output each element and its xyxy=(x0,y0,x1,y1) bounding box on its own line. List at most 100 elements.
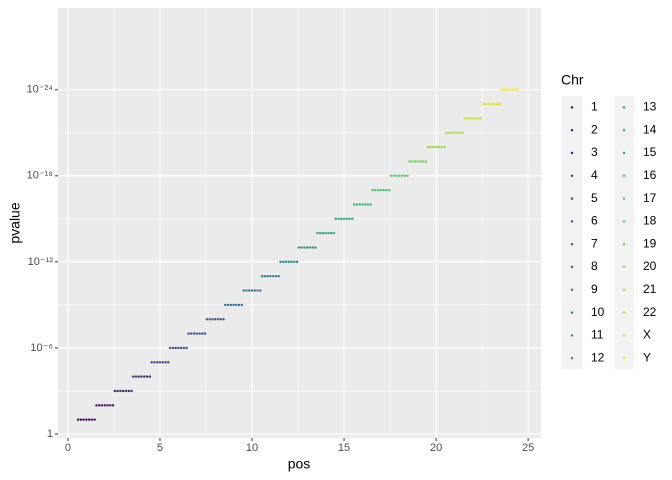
legend-label: 19 xyxy=(643,236,657,250)
legend-title: Chr xyxy=(561,72,584,88)
point xyxy=(398,174,401,178)
point xyxy=(366,203,370,206)
point xyxy=(93,418,96,421)
point xyxy=(248,289,251,292)
point xyxy=(158,361,162,364)
point xyxy=(109,404,112,407)
legend-key-background xyxy=(614,96,634,370)
point xyxy=(443,145,446,149)
legend-label: 1 xyxy=(591,100,598,114)
legend-key xyxy=(622,220,626,223)
point xyxy=(182,346,186,350)
point xyxy=(266,275,269,278)
point xyxy=(327,231,330,235)
point xyxy=(100,404,104,407)
legend-key xyxy=(570,243,574,246)
point xyxy=(185,346,188,350)
point xyxy=(447,131,451,134)
x-tick-label: 20 xyxy=(430,442,442,454)
point xyxy=(369,203,372,206)
point xyxy=(198,332,201,335)
point xyxy=(229,303,233,307)
legend-label: 11 xyxy=(591,328,604,342)
y-tick-label: 10⁻¹⁸ xyxy=(27,170,53,182)
legend-key xyxy=(570,288,574,291)
point xyxy=(505,88,509,91)
legend-key xyxy=(622,151,626,155)
point xyxy=(492,102,496,106)
point xyxy=(195,332,198,335)
point xyxy=(219,318,222,321)
legend-key xyxy=(570,220,574,223)
point xyxy=(468,117,472,120)
x-axis-title: pos xyxy=(288,456,311,472)
point xyxy=(222,318,225,321)
point xyxy=(106,404,109,407)
x-tick-label: 5 xyxy=(157,442,163,454)
point xyxy=(156,361,159,364)
y-tick-label: 10⁻¹² xyxy=(28,256,54,268)
point xyxy=(232,303,235,307)
point xyxy=(508,88,511,91)
point xyxy=(500,88,503,91)
point xyxy=(103,404,106,407)
legend-key xyxy=(570,106,574,109)
legend-key xyxy=(622,334,626,337)
point xyxy=(311,246,314,249)
point xyxy=(437,145,441,149)
point xyxy=(284,260,288,264)
point xyxy=(453,131,456,134)
legend-key-background xyxy=(562,96,582,370)
legend-label: 17 xyxy=(643,191,657,205)
point xyxy=(308,246,312,249)
point xyxy=(282,260,285,264)
point xyxy=(167,361,170,364)
point xyxy=(287,260,291,264)
point xyxy=(295,260,299,264)
point xyxy=(361,203,364,206)
point xyxy=(256,289,259,292)
point xyxy=(342,217,346,221)
legend-label: 12 xyxy=(591,350,605,364)
point xyxy=(127,389,130,393)
legend-label: 14 xyxy=(643,122,657,136)
point xyxy=(481,102,485,106)
point xyxy=(371,188,374,192)
point xyxy=(111,404,115,407)
point xyxy=(140,375,143,378)
legend-key xyxy=(570,357,574,360)
point xyxy=(76,418,80,421)
point xyxy=(253,289,256,292)
point xyxy=(271,275,275,278)
point xyxy=(471,117,475,120)
point xyxy=(419,160,422,163)
legend-key xyxy=(622,357,626,360)
point xyxy=(192,332,196,335)
point xyxy=(432,145,435,149)
point xyxy=(355,203,359,206)
point xyxy=(358,203,361,206)
point xyxy=(121,389,125,393)
point xyxy=(351,217,354,221)
point xyxy=(348,217,351,221)
legend-key xyxy=(570,174,574,177)
point xyxy=(490,102,493,106)
point xyxy=(260,275,264,278)
point xyxy=(171,346,175,350)
point xyxy=(337,217,340,221)
point xyxy=(511,88,514,91)
point xyxy=(345,217,349,221)
point xyxy=(279,260,282,264)
point xyxy=(403,174,406,178)
point xyxy=(211,318,214,321)
point xyxy=(277,275,280,278)
legend-label: 21 xyxy=(643,282,657,296)
point xyxy=(466,117,469,120)
point xyxy=(179,346,183,350)
point xyxy=(502,88,506,91)
point xyxy=(332,231,336,235)
point xyxy=(426,145,429,149)
point xyxy=(387,188,391,192)
point xyxy=(297,246,301,249)
point xyxy=(263,275,267,278)
